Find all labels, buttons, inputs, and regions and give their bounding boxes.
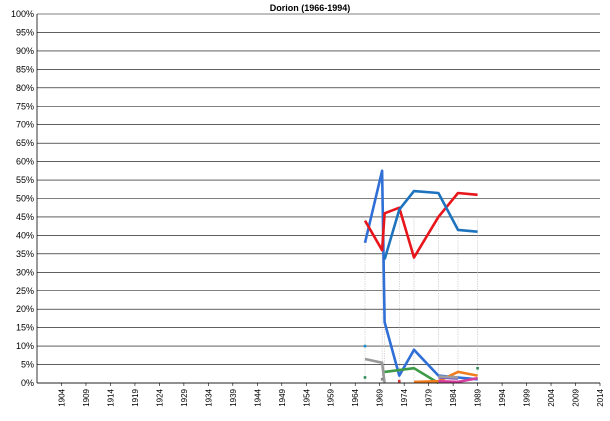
- series-line: [363, 191, 478, 259]
- x-tick-label: 1914: [106, 388, 115, 406]
- y-tick-label: 80%: [16, 83, 34, 93]
- series-line: [384, 366, 440, 385]
- data-markers: [363, 344, 479, 383]
- x-tick-label: 1969: [376, 388, 385, 406]
- x-tick-label: 1959: [327, 388, 336, 406]
- x-tick-label: 1999: [523, 388, 532, 406]
- y-tick-label: 100%: [11, 9, 34, 19]
- x-tick-label: 1974: [400, 388, 409, 406]
- x-tick-label: 1929: [180, 388, 189, 406]
- x-tick-label: 1939: [229, 388, 238, 406]
- x-tick-label: 1904: [57, 388, 66, 406]
- x-tick-label: 1989: [474, 388, 483, 406]
- y-tick-label: 60%: [16, 157, 34, 167]
- x-tick-label: 1924: [155, 388, 164, 406]
- y-tick-label: 25%: [16, 286, 34, 296]
- y-tick-label: 35%: [16, 249, 34, 259]
- x-tick-label: 1944: [253, 388, 262, 406]
- series-lines: [363, 169, 478, 385]
- y-tick-label: 55%: [16, 175, 34, 185]
- gridlines: [37, 13, 600, 384]
- x-tick-label: 1934: [204, 388, 213, 406]
- x-tick-label: 1964: [351, 388, 360, 406]
- y-axis-ticks: 0% 5% 10% 15% 20% 25% 30% 35% 40% 45% 50% 55% 60% 65%…: [11, 9, 34, 388]
- data-point: [380, 378, 384, 381]
- y-tick-label: 50%: [16, 194, 34, 204]
- x-axis-ticks: 1904 1909 1914 1919 1924 1929 1934 1939 1944 1949…: [57, 383, 605, 407]
- x-tick-label: 2004: [547, 388, 556, 406]
- series-line: [363, 169, 478, 381]
- series-line: [438, 376, 478, 384]
- y-tick-label: 90%: [16, 46, 34, 56]
- series-line: [364, 357, 386, 384]
- x-tick-label: 1994: [498, 388, 507, 406]
- y-tick-label: 45%: [16, 212, 34, 222]
- data-point: [363, 376, 367, 379]
- data-point: [397, 379, 401, 383]
- y-tick-label: 20%: [16, 304, 34, 314]
- data-point: [363, 344, 367, 348]
- x-tick-label: 1949: [278, 388, 287, 406]
- y-tick-label: 70%: [16, 120, 34, 130]
- y-tick-label: 10%: [16, 341, 34, 351]
- y-tick-label: 5%: [21, 360, 34, 370]
- y-tick-label: 40%: [16, 230, 34, 240]
- y-tick-label: 15%: [16, 323, 34, 333]
- y-tick-label: 65%: [16, 138, 34, 148]
- y-tick-label: 95%: [16, 27, 34, 37]
- x-tick-label: 1954: [302, 388, 311, 406]
- x-tick-label: 2014: [596, 388, 605, 406]
- y-tick-label: 85%: [16, 64, 34, 74]
- y-tick-label: 0%: [21, 378, 34, 388]
- chart-title: Dorion (1966-1994): [270, 3, 351, 13]
- x-tick-label: 1979: [425, 388, 434, 406]
- x-tick-label: 2009: [572, 388, 581, 406]
- y-tick-label: 30%: [16, 267, 34, 277]
- x-tick-label: 1909: [82, 388, 91, 406]
- x-tick-label: 1919: [131, 388, 140, 406]
- y-tick-label: 75%: [16, 101, 34, 111]
- series-line: [438, 375, 459, 379]
- data-point: [476, 366, 479, 370]
- x-tick-label: 1984: [449, 388, 458, 406]
- series-line: [383, 189, 478, 260]
